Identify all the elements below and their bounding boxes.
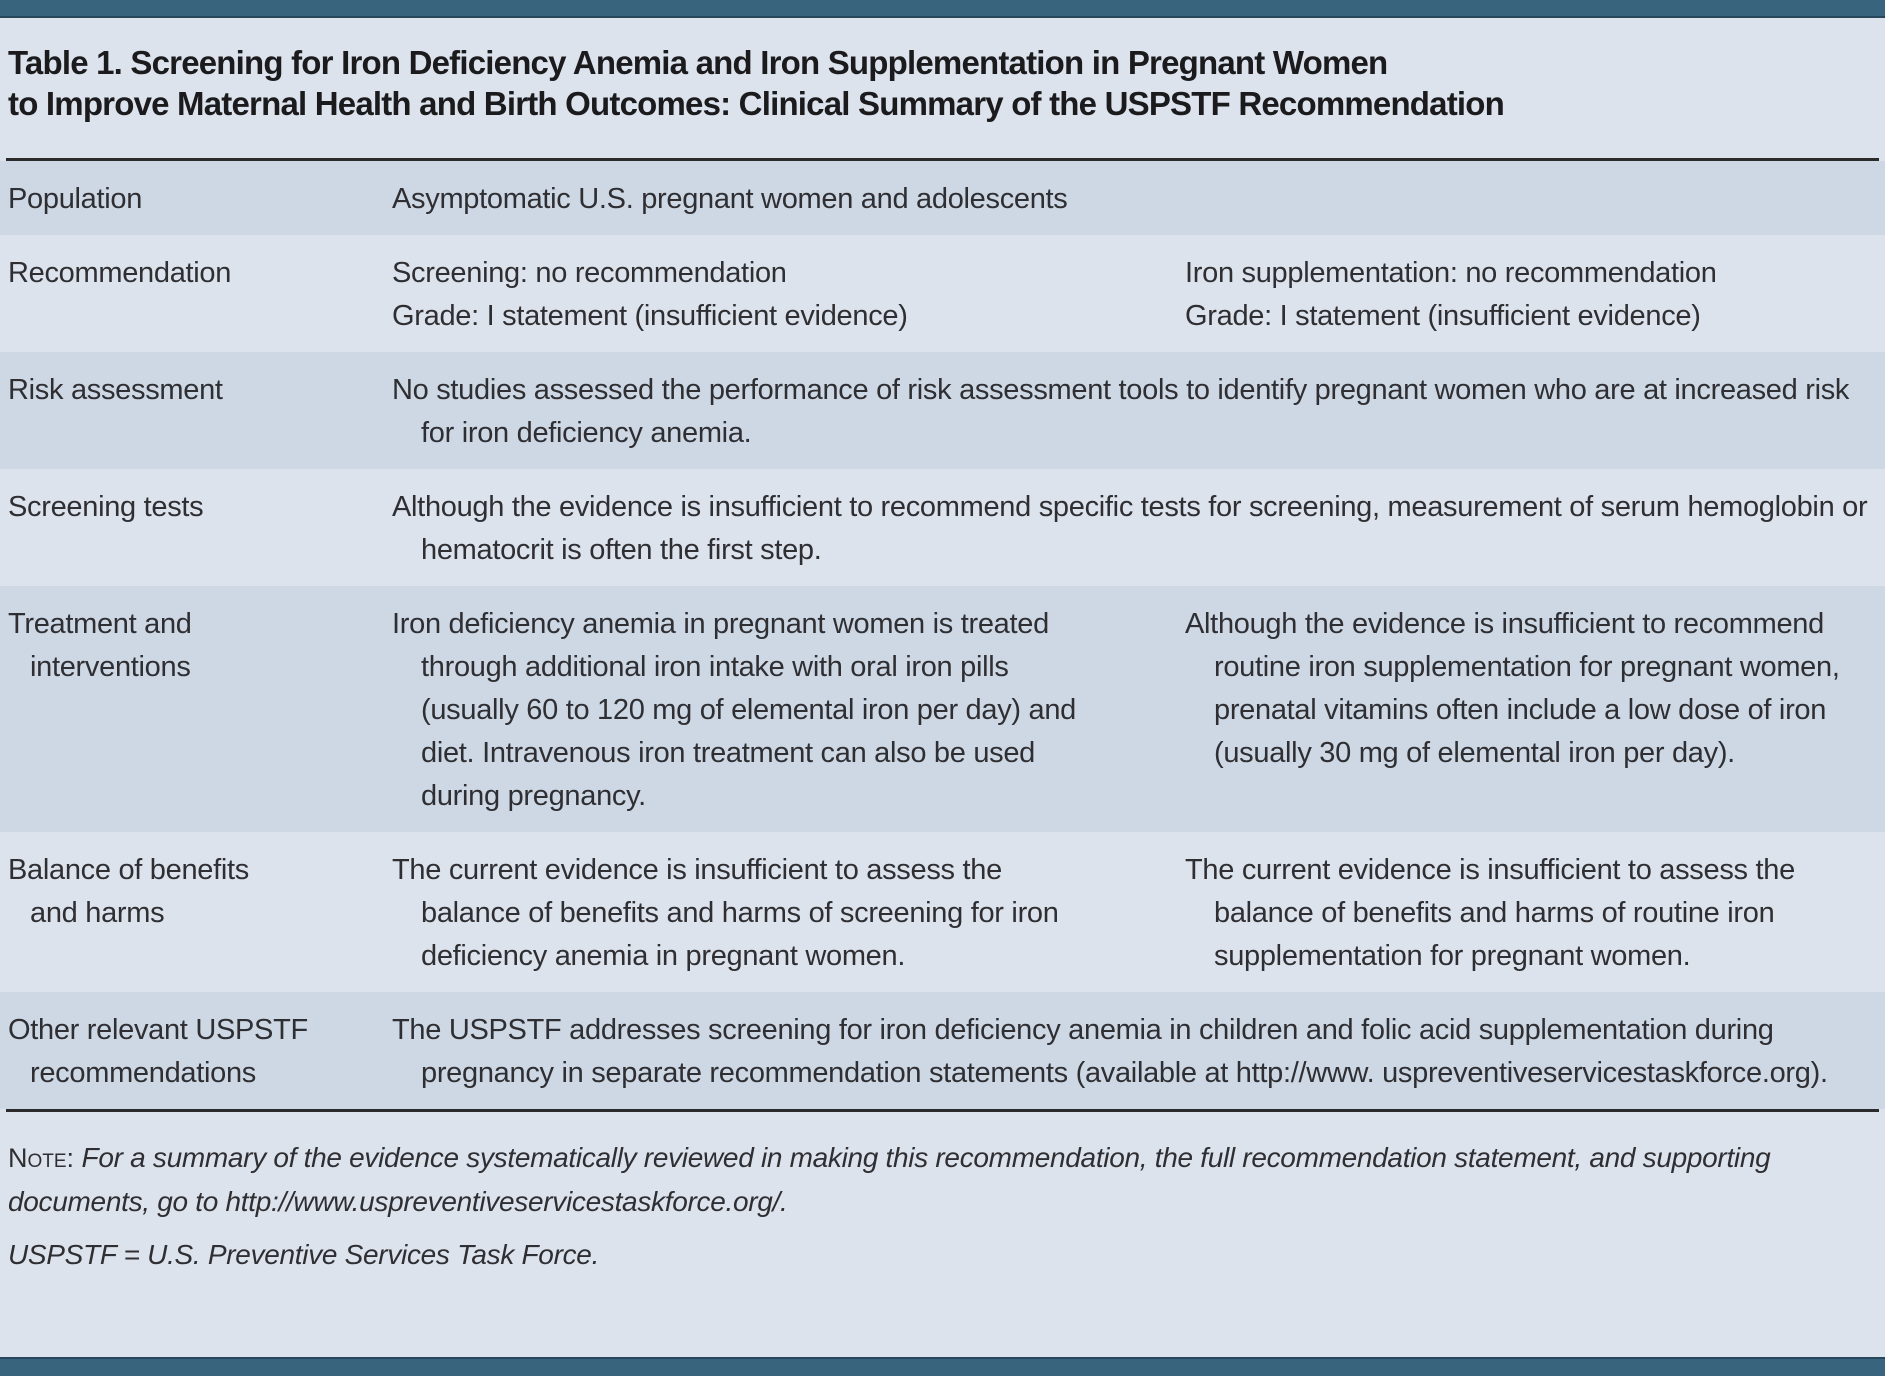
row-label: Balance of benefits and harms [8, 849, 392, 978]
cell-paragraph: Iron deficiency anemia in pregnant women… [392, 608, 1077, 812]
table-row: Population Asymptomatic U.S. pregnant wom… [0, 161, 1885, 235]
table-title: Table 1. Screening for Iron Deficiency A… [0, 18, 1885, 124]
note-text: For a summary of the evidence systematic… [8, 1142, 1771, 1217]
cell-paragraph: Grade: I statement (insufficient evidenc… [1185, 300, 1701, 332]
row-cell-full: The USPSTF addresses screening for iron … [392, 1009, 1877, 1095]
row-label-line: Screening tests [8, 491, 204, 523]
row-label: Population [8, 178, 392, 221]
table-row: Screening tests Although the evidence is … [0, 469, 1885, 586]
note-paragraph: Note: For a summary of the evidence syst… [8, 1136, 1871, 1223]
cell-paragraph: Although the evidence is insufficient to… [1185, 608, 1840, 769]
row-cell-full: No studies assessed the performance of r… [392, 369, 1877, 455]
row-cell-mid: Screening: no recommendation Grade: I sta… [392, 252, 1112, 338]
row-label-line: Population [8, 183, 143, 215]
row-cell-mid: The current evidence is insufficient to … [392, 849, 1112, 978]
row-label-line: Treatment and [8, 608, 192, 640]
cell-paragraph: Screening: no recommendation [392, 257, 787, 289]
table-row: Other relevant USPSTF recommendations The … [0, 992, 1885, 1109]
table-row: Treatment and interventions Iron deficienc… [0, 586, 1885, 832]
note-label: Note: [8, 1143, 75, 1173]
row-label-line: Recommendation [8, 257, 232, 289]
cell-paragraph: No studies assessed the performance of r… [392, 374, 1850, 449]
row-label: Other relevant USPSTF recommendations [8, 1009, 392, 1095]
row-label-line: recommendations [30, 1057, 256, 1089]
table-row: Balance of benefits and harms The current … [0, 832, 1885, 992]
footnote: Note: For a summary of the evidence syst… [0, 1112, 1885, 1357]
row-label: Recommendation [8, 252, 392, 338]
abbreviation-line: USPSTF = U.S. Preventive Services Task F… [8, 1239, 600, 1270]
cell-paragraph: Iron supplementation: no recommendation [1185, 257, 1717, 289]
title-divider-rule [6, 158, 1879, 161]
row-cell-right: The current evidence is insufficient to … [1185, 849, 1865, 978]
cell-paragraph: The USPSTF addresses screening for iron … [392, 1014, 1828, 1089]
row-cell-right: Although the evidence is insufficient to… [1185, 603, 1865, 818]
cell-paragraph: Asymptomatic U.S. pregnant women and ado… [392, 183, 1068, 215]
top-border-bar [0, 0, 1885, 18]
row-label: Screening tests [8, 486, 392, 572]
cell-paragraph: The current evidence is insufficient to … [1185, 854, 1795, 972]
row-cell-right: Iron supplementation: no recommendation G… [1185, 252, 1865, 338]
row-label-line: and harms [30, 897, 165, 929]
row-cell-mid: Iron deficiency anemia in pregnant women… [392, 603, 1112, 818]
cell-paragraph: The current evidence is insufficient to … [392, 854, 1059, 972]
row-label-line: interventions [30, 651, 191, 683]
cell-paragraph: Grade: I statement (insufficient evidenc… [392, 300, 908, 332]
table-row: Recommendation Screening: no recommendati… [0, 235, 1885, 352]
row-label-line: Other relevant USPSTF [8, 1014, 308, 1046]
row-cell-full: Although the evidence is insufficient to… [392, 486, 1877, 572]
row-label-line: Risk assessment [8, 374, 223, 406]
row-label: Risk assessment [8, 369, 392, 455]
row-label: Treatment and interventions [8, 603, 392, 818]
table-title-line-2: to Improve Maternal Health and Birth Out… [8, 85, 1505, 122]
table-title-line-1: Table 1. Screening for Iron Deficiency A… [8, 44, 1388, 81]
table-row: Risk assessment No studies assessed the p… [0, 352, 1885, 469]
bottom-border-bar [0, 1357, 1885, 1376]
row-cell-full: Asymptomatic U.S. pregnant women and ado… [392, 178, 1877, 221]
clinical-summary-table: Population Asymptomatic U.S. pregnant wom… [0, 161, 1885, 1109]
row-label-line: Balance of benefits [8, 854, 249, 886]
cell-paragraph: Although the evidence is insufficient to… [392, 491, 1868, 566]
footnote-divider-rule [6, 1109, 1879, 1112]
